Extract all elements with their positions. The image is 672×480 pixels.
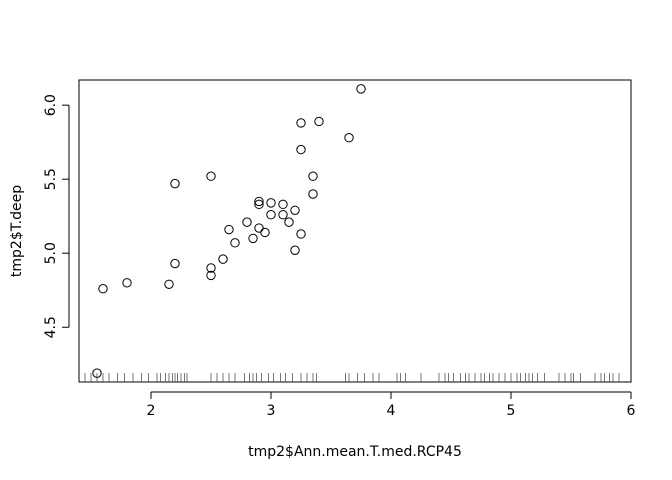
- data-point: [260, 227, 270, 238]
- x-tick-label: 5: [507, 403, 516, 419]
- data-point: [314, 116, 324, 127]
- data-point: [356, 84, 366, 94]
- data-point: [206, 270, 216, 281]
- data-point: [254, 199, 264, 210]
- rug-layer: [84, 373, 620, 382]
- x-axis-label: tmp2$Ann.mean.T.med.RCP45: [248, 444, 462, 460]
- data-point: [284, 217, 294, 227]
- data-point: [308, 171, 318, 181]
- data-point: [254, 223, 264, 233]
- data-point: [170, 258, 180, 269]
- plot-frame: [78, 79, 632, 383]
- y-tick-label: 4.5: [43, 316, 59, 338]
- x-tick-label: 2: [147, 403, 156, 419]
- y-tick-label: 5.5: [43, 168, 59, 190]
- data-point: [266, 198, 276, 208]
- data-point: [230, 238, 240, 248]
- x-tick-label: 3: [267, 403, 276, 419]
- data-point: [242, 217, 252, 227]
- data-point: [98, 284, 108, 294]
- y-tick-label: 5.0: [43, 242, 59, 264]
- data-point: [278, 199, 288, 210]
- data-point: [278, 210, 288, 220]
- data-point: [308, 189, 318, 199]
- points-layer: [92, 84, 366, 378]
- data-point: [290, 245, 300, 255]
- data-point: [170, 178, 180, 189]
- x-tick-label: 6: [627, 403, 636, 419]
- y-axis-label: tmp2$T.deep: [9, 185, 25, 277]
- y-axis: 4.5 5.0 5.5 6.0: [43, 94, 70, 338]
- data-point: [344, 133, 354, 143]
- data-point: [254, 196, 264, 207]
- data-point: [92, 368, 102, 378]
- data-point: [164, 279, 174, 289]
- data-point: [296, 144, 306, 155]
- data-point: [266, 210, 276, 220]
- x-axis: 2 3 4 5 6: [147, 391, 636, 419]
- data-point: [248, 233, 258, 244]
- data-point: [296, 229, 306, 239]
- data-point: [206, 263, 216, 273]
- data-point: [122, 278, 132, 288]
- data-point: [296, 118, 306, 128]
- data-point: [218, 254, 228, 264]
- data-point: [290, 205, 300, 215]
- data-point: [224, 224, 234, 235]
- data-point: [206, 171, 216, 181]
- x-tick-label: 4: [387, 403, 396, 419]
- y-tick-label: 6.0: [43, 94, 59, 116]
